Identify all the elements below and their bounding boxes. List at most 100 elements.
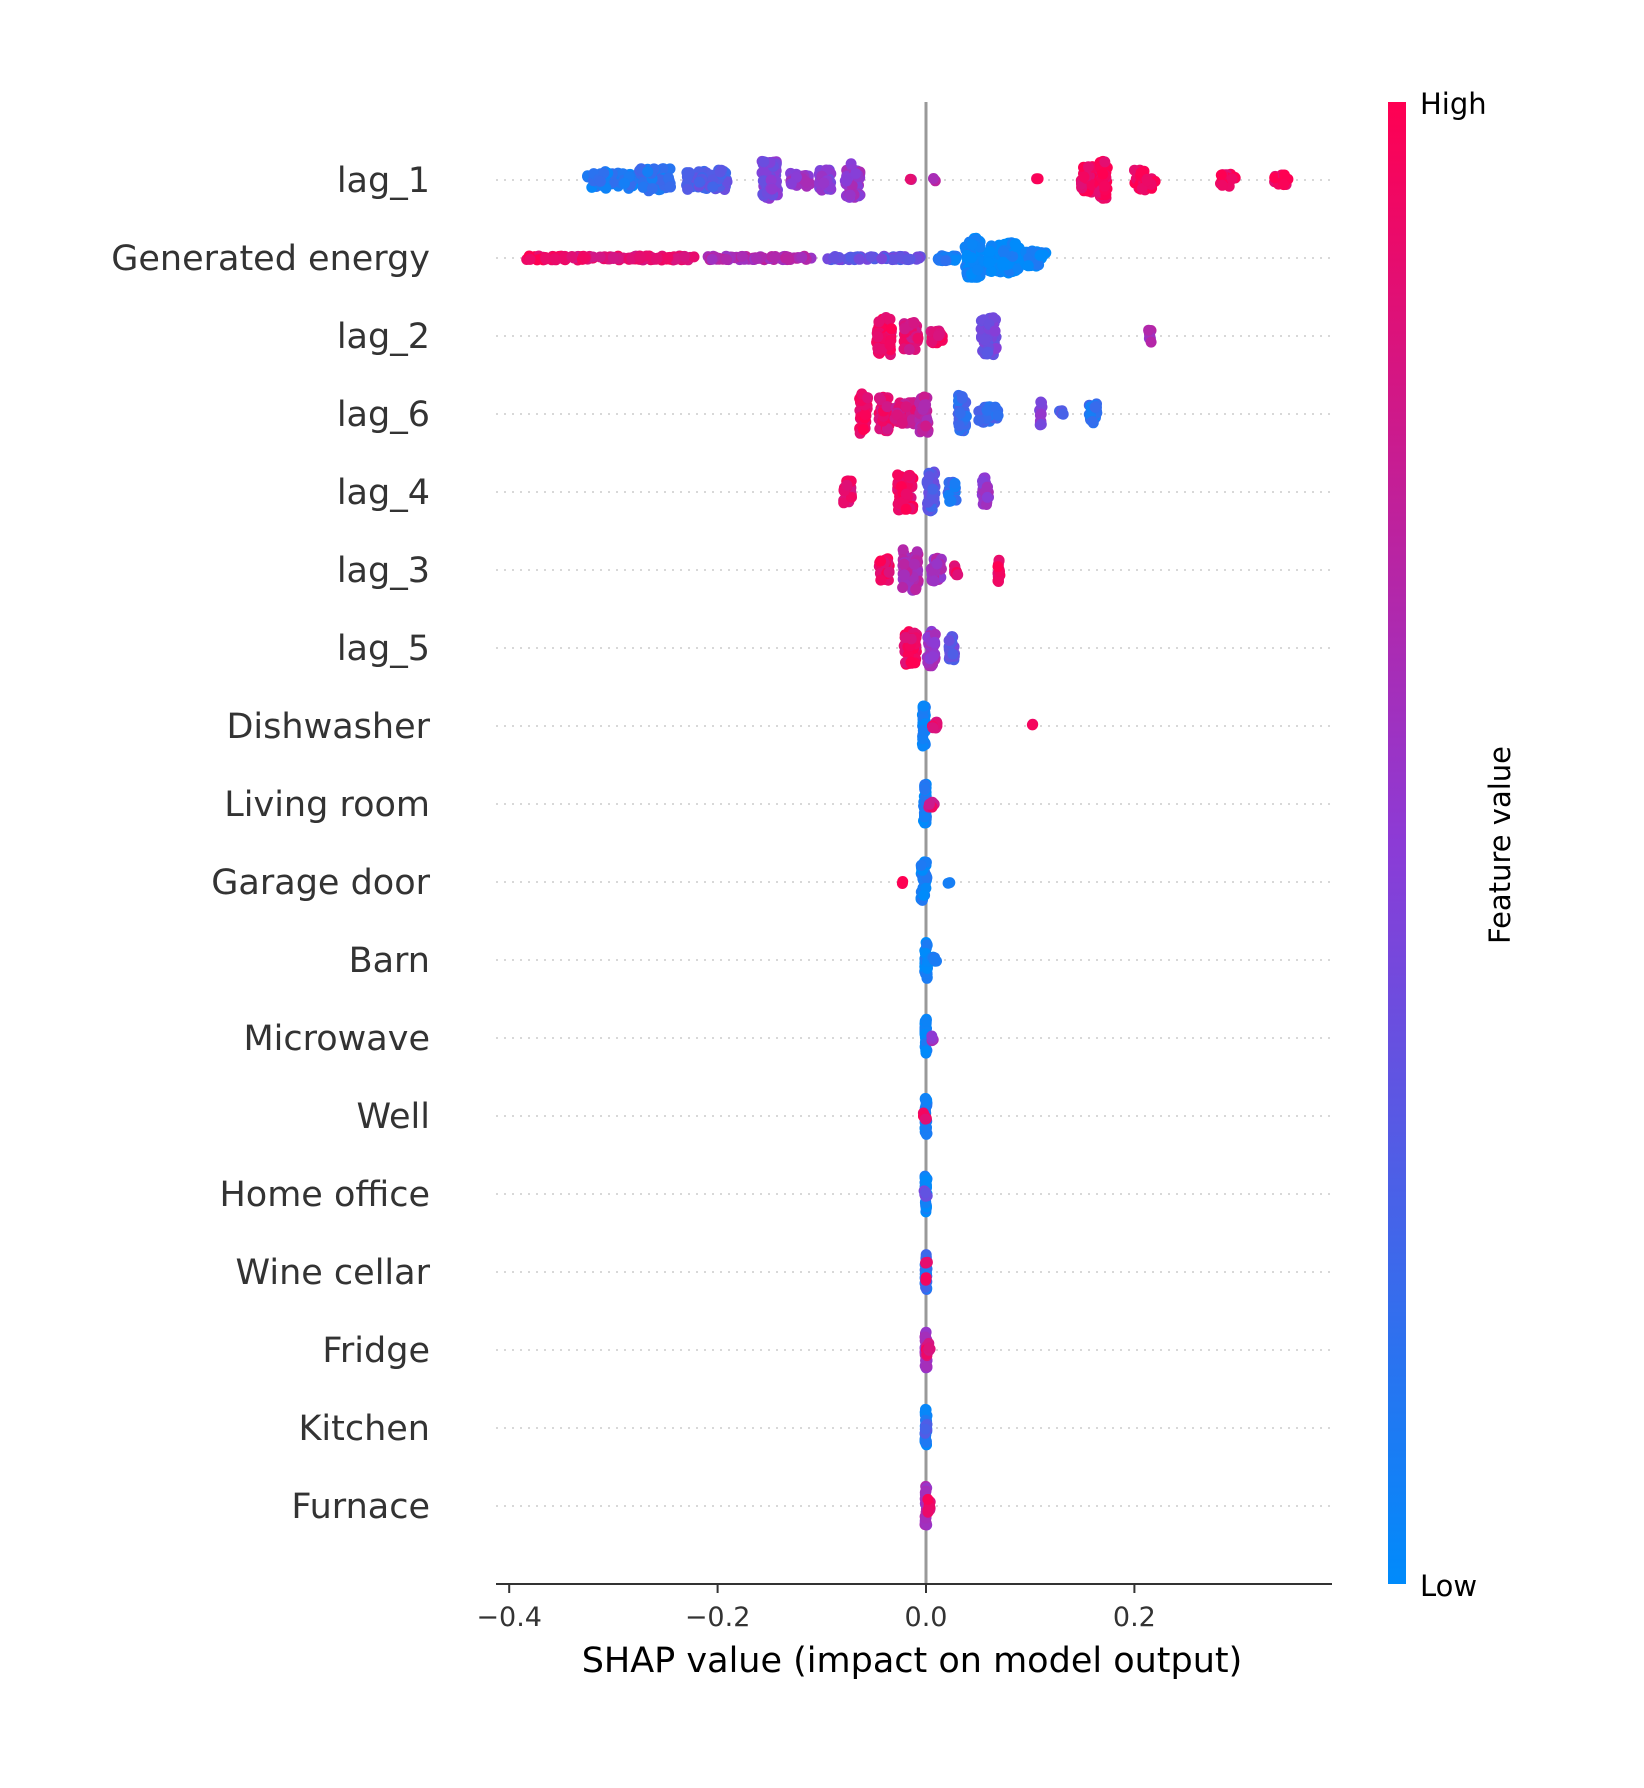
shap-point [897, 876, 909, 887]
shap-point [928, 954, 940, 966]
shap-point [905, 656, 917, 668]
shap-point [1035, 418, 1047, 430]
shap-point [997, 256, 1009, 268]
shap-point [838, 497, 850, 509]
feature-gridlines [496, 179, 1332, 1507]
shap-point [920, 1404, 932, 1416]
shap-point [920, 1015, 932, 1027]
shap-point [956, 392, 968, 404]
shap-point [607, 251, 619, 263]
feature-label: Furnace [291, 1487, 430, 1527]
shap-point [783, 253, 794, 265]
shap-point [865, 251, 877, 263]
x-tick-label: −0.2 [685, 1602, 751, 1633]
shap-point [881, 401, 893, 413]
shap-point [662, 252, 674, 264]
shap-point [818, 177, 830, 189]
shap-point [859, 409, 871, 421]
shap-point [953, 420, 965, 432]
shap-point [844, 189, 856, 201]
shap-point [1086, 416, 1098, 427]
shap-point [566, 251, 578, 262]
shap-point [721, 254, 733, 265]
shap-point [911, 546, 923, 558]
shap-point [920, 1272, 932, 1284]
shap-point [796, 251, 808, 263]
shap-point [618, 177, 630, 189]
shap-point [943, 635, 955, 646]
shap-point [646, 183, 658, 195]
x-axis-title: SHAP value (impact on model output) [582, 1641, 1243, 1681]
shap-point [940, 255, 952, 267]
shap-point [927, 722, 939, 734]
x-axis: −0.4 −0.2 0.0 0.2 [476, 1583, 1332, 1633]
shap-point [918, 889, 930, 901]
shap-point [857, 424, 869, 436]
shap-point [688, 251, 700, 263]
shap-point [920, 1093, 932, 1105]
shap-point [800, 176, 812, 188]
shap-points [521, 155, 1294, 1531]
shap-point [1099, 156, 1111, 168]
shap-point [899, 323, 911, 335]
shap-point [966, 239, 978, 250]
shap-point [540, 253, 552, 265]
shap-point [973, 414, 985, 426]
shap-point [919, 1423, 931, 1435]
shap-point [652, 252, 664, 264]
shap-point [926, 1030, 938, 1042]
shap-point [899, 632, 911, 643]
feature-label: Dishwasher [226, 707, 430, 747]
shap-point [992, 561, 1004, 573]
shap-point [1031, 258, 1043, 270]
shap-point [769, 251, 781, 263]
feature-label: lag_3 [337, 551, 430, 591]
shap-point [897, 582, 909, 593]
colorbar-high-label: High [1420, 87, 1487, 121]
shap-point [929, 636, 941, 648]
shap-point [931, 558, 943, 570]
shap-point [873, 316, 885, 328]
shap-point [932, 330, 944, 342]
shap-point [979, 334, 991, 346]
x-tick-label: −0.4 [476, 1602, 542, 1633]
feature-label: Microwave [243, 1019, 430, 1059]
shap-point [920, 1045, 932, 1057]
shap-point [875, 574, 887, 586]
shap-point [966, 252, 977, 264]
shap-point [997, 246, 1009, 258]
colorbar: High Low Feature value [1388, 87, 1517, 1603]
feature-label: lag_1 [337, 161, 430, 201]
shap-point [921, 939, 933, 951]
shap-point [952, 569, 964, 581]
shap-point [1010, 241, 1022, 252]
shap-point [981, 491, 993, 503]
feature-label: lag_6 [337, 395, 430, 435]
shap-point [910, 584, 922, 595]
shap-point [876, 253, 888, 265]
feature-label: Fridge [322, 1331, 430, 1371]
shap-point [983, 257, 995, 269]
shap-point [944, 877, 956, 889]
x-tick-label: 0.2 [1113, 1602, 1156, 1633]
shap-point [917, 725, 929, 737]
shap-point [947, 648, 959, 660]
shap-point [707, 181, 719, 193]
shap-point [918, 399, 930, 411]
shap-point [989, 325, 1001, 337]
shap-point [706, 253, 718, 265]
x-tick-label: 0.0 [905, 1602, 948, 1633]
shap-point [908, 558, 920, 570]
shap-point [919, 1113, 931, 1125]
shap-point [765, 174, 777, 186]
shap-point [900, 401, 912, 413]
shap-point [594, 175, 606, 187]
shap-point [945, 495, 957, 507]
shap-point [1035, 396, 1047, 408]
shap-point [900, 503, 912, 515]
shap-point [1215, 169, 1227, 181]
shap-point [903, 344, 915, 355]
shap-point [1034, 249, 1046, 261]
shap-point [886, 323, 897, 335]
